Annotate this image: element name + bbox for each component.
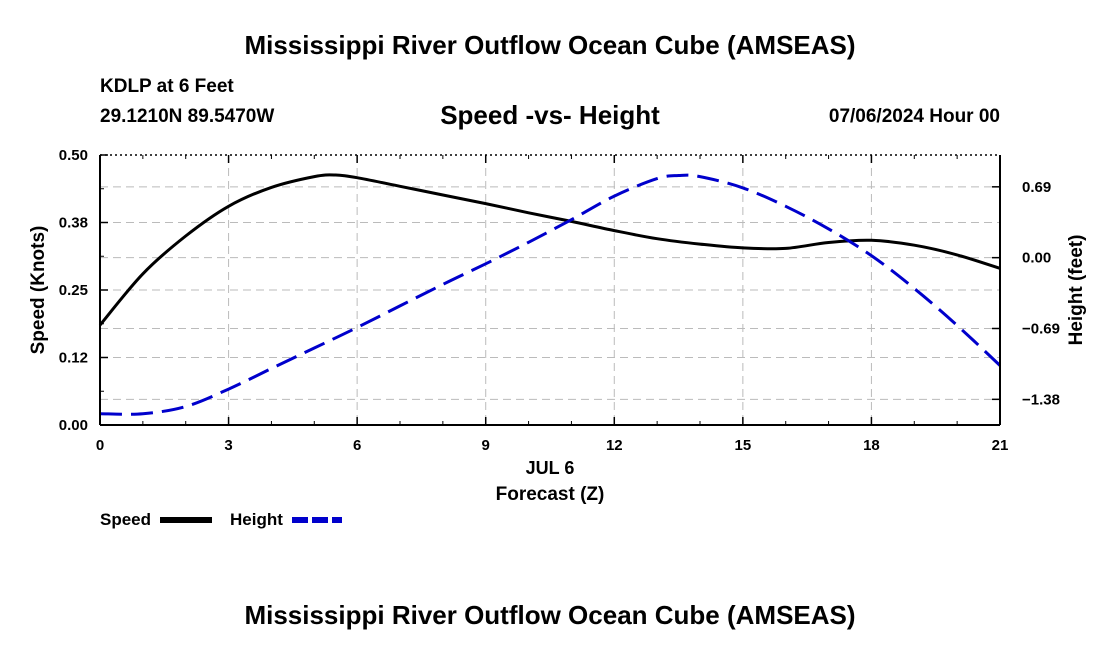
chart: 0 3 6 9 12 15 18 21 0.00 0.12 0.25 0.38 0.50 0.69 0.00… xyxy=(28,100,1087,529)
x-tick-label: 18 xyxy=(863,437,880,454)
legend: Speed Height xyxy=(100,510,342,529)
grid xyxy=(100,155,1000,425)
x-tick-label: 0 xyxy=(96,437,104,454)
y2-tick-label: −1.38 xyxy=(1022,391,1060,408)
x-axis-date-label: JUL 6 xyxy=(526,458,575,478)
y-tick-label: 0.50 xyxy=(59,147,88,164)
x-tick-label: 12 xyxy=(606,437,623,454)
series-layer xyxy=(98,173,1002,416)
legend-label-height: Height xyxy=(230,510,283,529)
coordinates-label: 29.1210N 89.5470W xyxy=(100,106,275,127)
page-title: Mississippi River Outflow Ocean Cube (AM… xyxy=(244,30,856,60)
axes: 0 3 6 9 12 15 18 21 0.00 0.12 0.25 0.38 0.50 0.69 0.00… xyxy=(59,147,1060,454)
legend-label-speed: Speed xyxy=(100,510,151,529)
y2-tick-label: −0.69 xyxy=(1022,320,1060,337)
y-tick-label: 0.12 xyxy=(59,350,88,367)
y2-tick-label: 0.69 xyxy=(1022,179,1051,196)
x-tick-label: 15 xyxy=(735,437,752,454)
series-line-speed xyxy=(98,173,1001,327)
series-line-height xyxy=(99,173,1002,416)
chart-title: Speed -vs- Height xyxy=(440,100,660,130)
y-tick-label: 0.38 xyxy=(59,215,88,232)
y-tick-label: 0.00 xyxy=(59,417,88,434)
y2-tick-label: 0.00 xyxy=(1022,250,1051,267)
y2-axis-title: Height (feet) xyxy=(1066,235,1087,346)
station-label: KDLP at 6 Feet xyxy=(100,76,234,97)
x-tick-label: 3 xyxy=(224,437,232,454)
x-tick-label: 21 xyxy=(992,437,1009,454)
datetime-label: 07/06/2024 Hour 00 xyxy=(828,106,1000,127)
x-axis-title: Forecast (Z) xyxy=(496,484,605,505)
y-axis-title: Speed (Knots) xyxy=(28,226,49,355)
x-tick-label: 9 xyxy=(482,437,490,454)
y-tick-label: 0.25 xyxy=(59,282,88,299)
x-tick-label: 6 xyxy=(353,437,361,454)
footer-title: Mississippi River Outflow Ocean Cube (AM… xyxy=(244,600,856,630)
